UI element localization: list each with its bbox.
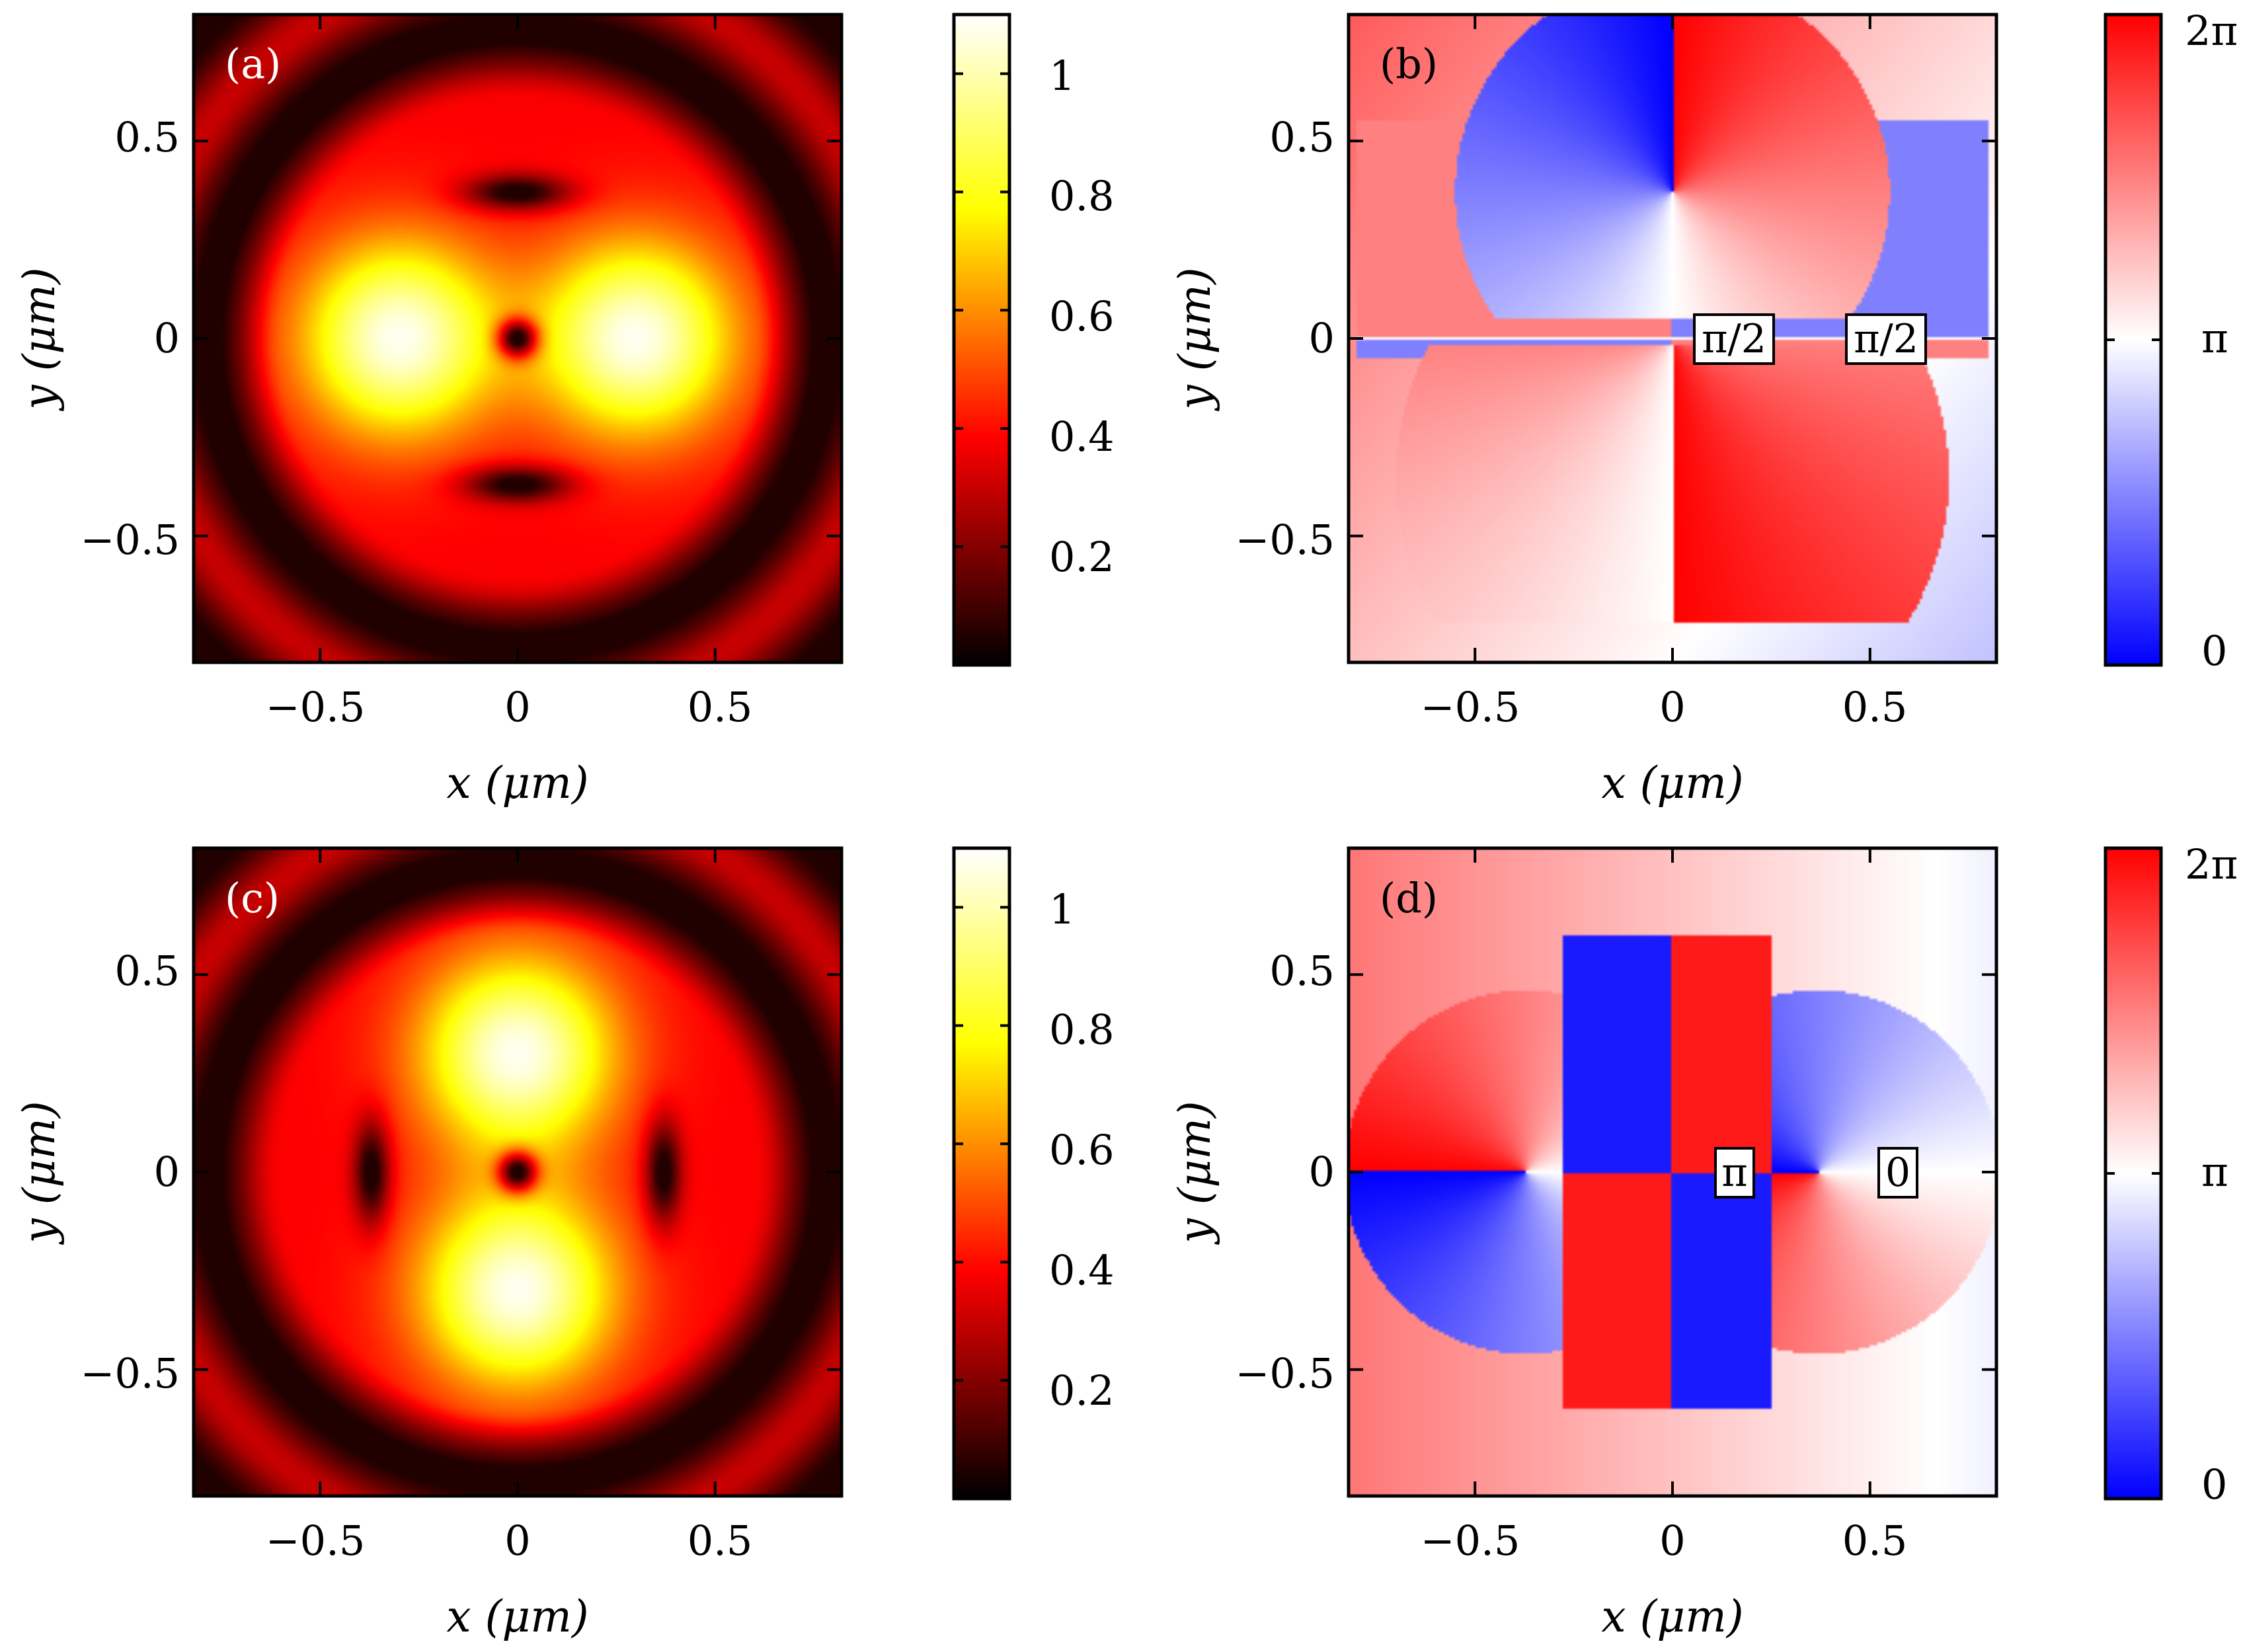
colorbar-tick-label-d-0: 0 [2201, 1460, 2227, 1509]
annotation-b-0: π/2 [1693, 313, 1775, 365]
colorbar-c: 0.2 0.4 0.6 0.8 1 [952, 846, 1115, 1501]
ytick-label-b-2: 0.5 [1269, 113, 1335, 161]
xtick-label-d-1: 0 [1659, 1516, 1685, 1565]
colorbar-tick-label-a-0: 0.2 [1049, 533, 1115, 581]
svg-text:π/2: π/2 [1702, 316, 1766, 362]
colorbar-ticks-a [954, 72, 1009, 549]
colorbar-tick-label-c-1: 0.4 [1049, 1246, 1115, 1294]
x-axis-label-c: x (μm) [446, 1591, 588, 1642]
colorbar-tick-label-d-1: π [2201, 1148, 2228, 1196]
ticks-a [194, 15, 842, 662]
panel-label-d: (d) [1380, 874, 1438, 922]
xtick-label-b-1: 0 [1659, 683, 1685, 731]
svg-text:π: π [1721, 1150, 1747, 1196]
x-axis-label-d: x (μm) [1601, 1591, 1743, 1642]
ytick-label-d-2: 0.5 [1269, 947, 1335, 995]
xtick-label-d-0: −0.5 [1421, 1516, 1520, 1565]
panel-b: (b) π/2 π/2 −0.5 0 0.5 −0.5 0 0.5 x (μm)… [1169, 13, 1998, 808]
colorbar-d: 0 π 2π [2104, 840, 2238, 1509]
colorbar-tick-label-a-1: 0.4 [1049, 413, 1115, 461]
colorbar-ticks-b [2105, 13, 2161, 666]
annotation-b-1: π/2 [1845, 313, 1927, 365]
colorbar-tick-label-c-0: 0.2 [1049, 1366, 1115, 1415]
panel-label-b: (b) [1380, 40, 1438, 88]
ytick-label-c-1: 0 [154, 1148, 180, 1196]
colorbar-tick-label-b-1: π [2201, 314, 2228, 362]
xtick-label-c-1: 0 [504, 1516, 530, 1565]
ytick-label-b-0: −0.5 [1235, 516, 1335, 564]
colorbar-tick-label-d-2: 2π [2185, 840, 2238, 888]
annotation-d-0: π [1714, 1147, 1755, 1199]
xtick-label-a-0: −0.5 [266, 683, 366, 731]
heatmap-c [194, 848, 842, 1496]
xtick-label-c-2: 0.5 [688, 1516, 753, 1565]
annotation-d-1: 0 [1877, 1147, 1918, 1199]
colorbar-tick-label-b-2: 2π [2185, 7, 2238, 55]
ticks-c [194, 848, 842, 1496]
xtick-label-d-2: 0.5 [1842, 1516, 1908, 1565]
svg-text:π/2: π/2 [1854, 316, 1918, 362]
y-axis-label-b: y (μm) [1169, 267, 1220, 411]
panel-label-a: (a) [225, 40, 281, 88]
colorbar-a: 0.2 0.4 0.6 0.8 1 [952, 13, 1115, 667]
colorbar-b: 0 π 2π [2104, 7, 2238, 675]
colorbar-gradient-a [952, 13, 1011, 667]
xtick-label-b-0: −0.5 [1421, 683, 1520, 731]
colorbar-gradient-c [952, 846, 1011, 1501]
colorbar-tick-label-c-3: 0.8 [1049, 1005, 1115, 1054]
y-axis-label-a: y (μm) [14, 267, 65, 411]
colorbar-ticks-c [954, 906, 1009, 1382]
colorbar-tick-label-a-2: 0.6 [1049, 292, 1115, 340]
svg-text:0: 0 [1885, 1150, 1910, 1196]
xtick-label-b-2: 0.5 [1842, 683, 1908, 731]
colorbar-tick-label-c-4: 1 [1049, 885, 1075, 933]
y-axis-label-d: y (μm) [1169, 1101, 1220, 1245]
x-axis-label-b: x (μm) [1601, 758, 1743, 808]
xtick-label-a-1: 0 [504, 683, 530, 731]
ytick-label-a-0: −0.5 [80, 516, 180, 564]
colorbar-tick-label-a-4: 1 [1049, 52, 1075, 100]
ytick-label-a-2: 0.5 [114, 113, 180, 161]
panel-c: (c) −0.5 0 0.5 −0.5 0 0.5 x (μm) y (μm) [14, 846, 844, 1642]
ticks-d [1349, 848, 1996, 1496]
colorbar-tick-label-a-3: 0.8 [1049, 172, 1115, 220]
ticks-b [1349, 15, 1996, 662]
ytick-label-d-0: −0.5 [1235, 1349, 1335, 1397]
panel-label-c: (c) [225, 874, 280, 922]
ytick-label-c-0: −0.5 [80, 1349, 180, 1397]
xtick-label-a-2: 0.5 [688, 683, 753, 731]
colorbar-ticks-d [2105, 847, 2161, 1500]
heatmap-a [194, 15, 842, 662]
ytick-label-a-1: 0 [154, 314, 180, 362]
panel-a: (a) −0.5 0 0.5 −0.5 0 0.5 x (μm) y (μm) [14, 13, 844, 808]
y-axis-label-c: y (μm) [14, 1101, 65, 1245]
ytick-label-d-1: 0 [1309, 1148, 1335, 1196]
x-axis-label-a: x (μm) [446, 758, 588, 808]
ytick-label-b-1: 0 [1309, 314, 1335, 362]
colorbar-tick-label-c-2: 0.6 [1049, 1126, 1115, 1174]
panel-d: (d) π 0 −0.5 0 0.5 −0.5 0 0.5 x (μm) y (… [1169, 846, 1998, 1642]
xtick-label-c-0: −0.5 [266, 1516, 366, 1565]
colorbar-tick-label-b-0: 0 [2201, 627, 2227, 675]
ytick-label-c-2: 0.5 [114, 947, 180, 995]
